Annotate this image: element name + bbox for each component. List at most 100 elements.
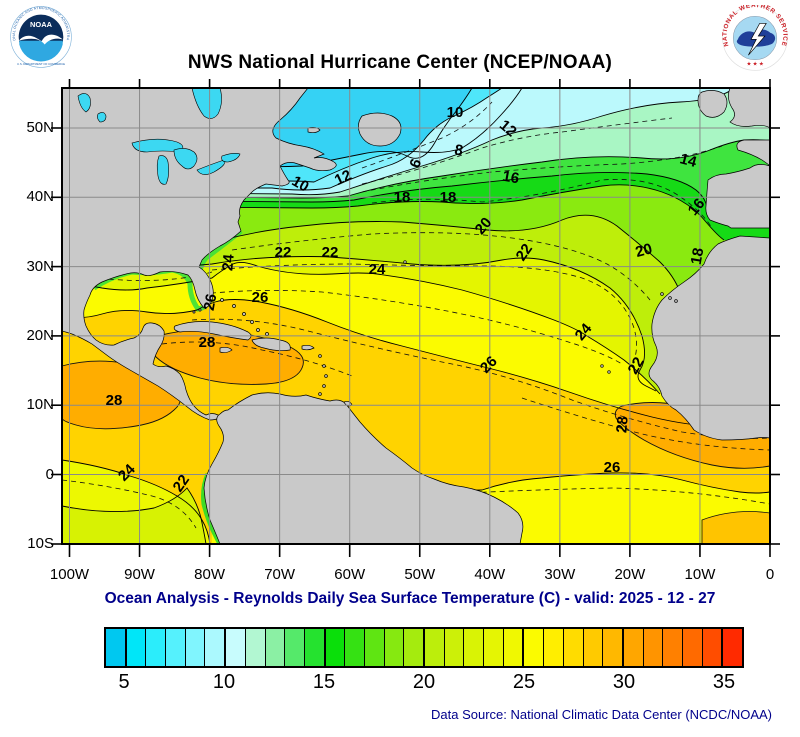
map-frame — [61, 87, 771, 545]
svg-text:26: 26 — [252, 289, 269, 306]
x-axis-labels: 100W 90W 80W 70W 60W 50W 40W 30W 20W 10W 0 — [0, 566, 800, 586]
nws-stars: ★ ★ ★ — [746, 62, 763, 68]
colorbar-cell — [682, 629, 703, 666]
nws-logo: NATIONAL WEATHER SERVICE ★ ★ ★ — [722, 5, 788, 71]
y-tick-label: 10N — [26, 396, 54, 414]
svg-text:28: 28 — [199, 334, 216, 351]
x-tick-label: 20W — [614, 566, 646, 583]
colorbar-tick-label: 30 — [612, 671, 636, 693]
y-tick-label: 0 — [45, 465, 54, 483]
y-tick-label: 30N — [26, 257, 54, 275]
colorbar-tick-label: 35 — [712, 671, 736, 693]
colorbar-cell — [364, 629, 385, 666]
colorbar-labels: 5 10 15 20 25 30 35 — [0, 671, 800, 697]
colorbar-cell — [663, 629, 683, 666]
colorbar-tick-label: 10 — [212, 671, 236, 693]
x-tick-label: 80W — [194, 566, 226, 583]
x-tick-label: 10W — [684, 566, 716, 583]
noaa-seagull-icon — [18, 34, 63, 45]
svg-text:18: 18 — [394, 189, 411, 206]
colorbar-cell — [166, 629, 186, 666]
x-tick-label: 60W — [334, 566, 366, 583]
y-tick-label: 40N — [26, 188, 54, 206]
colorbar-cell — [304, 629, 326, 666]
x-tick-label: 0 — [765, 566, 775, 583]
data-source-note: Data Source: National Climatic Data Cent… — [431, 707, 772, 722]
colorbar-cell — [464, 629, 485, 666]
colorbar-cell — [205, 629, 227, 666]
svg-text:26: 26 — [201, 293, 221, 312]
landmass — [61, 87, 771, 545]
colorbar-cell — [265, 629, 286, 666]
colorbar-cell — [185, 629, 206, 666]
noaa-logo: NATIONAL OCEANIC AND ATMOSPHERIC ADMINIS… — [10, 6, 72, 68]
x-tick-label: 40W — [474, 566, 506, 583]
svg-text:16: 16 — [501, 168, 520, 188]
colorbar-cell — [702, 629, 724, 666]
y-tick-label: 20N — [26, 326, 54, 344]
colorbar-cell — [723, 629, 742, 666]
nws-lightning-icon — [748, 23, 767, 56]
x-tick-label: 70W — [264, 566, 296, 583]
colorbar-cell — [226, 629, 246, 666]
svg-text:10: 10 — [447, 104, 464, 121]
colorbar-cell — [384, 629, 405, 666]
axis-ticks — [51, 79, 780, 557]
colorbar-cell — [245, 629, 266, 666]
colorbar-cell — [544, 629, 564, 666]
svg-text:10: 10 — [289, 173, 312, 196]
svg-text:26: 26 — [604, 459, 621, 476]
y-axis-labels: 50N 40N 30N 20N 10N 0 10S — [0, 0, 60, 600]
svg-text:22: 22 — [513, 241, 536, 264]
svg-text:8: 8 — [453, 141, 464, 159]
colorbar-cell — [404, 629, 425, 666]
map-caption: Ocean Analysis - Reynolds Daily Sea Surf… — [104, 590, 716, 607]
svg-text:18: 18 — [688, 247, 708, 266]
colorbar-cell — [603, 629, 624, 666]
colorbar-cell — [425, 629, 445, 666]
colorbar-cell — [126, 629, 147, 666]
colorbar-cell — [285, 629, 305, 666]
graticule — [62, 88, 770, 544]
svg-text:24: 24 — [369, 261, 386, 278]
colorbar-cell — [325, 629, 346, 666]
colorbar-tick-label: 25 — [512, 671, 536, 693]
colorbar-cell — [444, 629, 465, 666]
x-tick-label: 90W — [124, 566, 155, 583]
svg-text:22: 22 — [625, 354, 648, 377]
colorbar-cell — [623, 629, 644, 666]
colorbar-tick-label: 20 — [412, 671, 436, 693]
svg-text:12: 12 — [332, 167, 354, 189]
colorbar-cell — [345, 629, 365, 666]
noaa-ring-bottom-text: U.S. DEPARTMENT OF COMMERCE — [17, 62, 65, 66]
svg-text:14: 14 — [678, 150, 699, 171]
colorbar-cell — [583, 629, 604, 666]
svg-text:22: 22 — [170, 472, 193, 495]
colorbar-cell — [643, 629, 664, 666]
svg-text:28: 28 — [613, 416, 631, 434]
svg-text:24: 24 — [219, 253, 237, 272]
svg-text:28: 28 — [106, 392, 123, 409]
colorbar-cell — [146, 629, 167, 666]
colorbar-cell — [503, 629, 525, 666]
x-tick-label: 50W — [404, 566, 436, 583]
svg-text:18: 18 — [440, 189, 457, 206]
x-tick-label: 30W — [544, 566, 576, 583]
colorbar-cell — [106, 629, 127, 666]
colorbar — [104, 627, 744, 668]
page-title: NWS National Hurricane Center (NCEP/NOAA… — [187, 52, 613, 73]
svg-text:22: 22 — [322, 244, 339, 261]
noaa-center-text: NOAA — [30, 20, 53, 29]
colorbar-tick-label: 15 — [312, 671, 336, 693]
colorbar-cell — [524, 629, 545, 666]
y-tick-label: 10S — [27, 535, 54, 552]
lakes — [77, 87, 241, 185]
y-tick-label: 50N — [26, 119, 54, 136]
x-tick-label: 100W — [49, 566, 90, 583]
svg-text:20: 20 — [634, 240, 655, 261]
colorbar-cell — [563, 629, 584, 666]
svg-text:22: 22 — [275, 244, 292, 261]
colorbar-cell — [484, 629, 504, 666]
